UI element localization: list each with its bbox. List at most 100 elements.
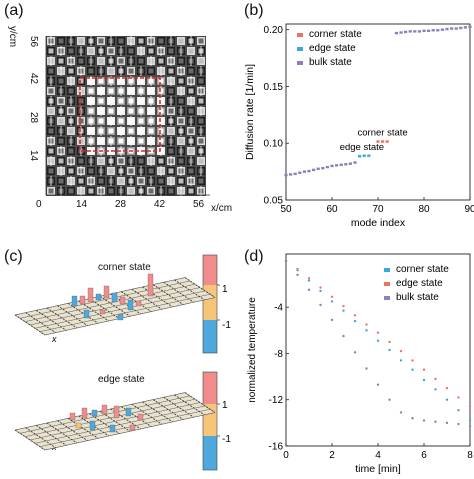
x-tick-14: 14 — [76, 199, 88, 210]
mode-bar — [147, 273, 154, 297]
mode-bar — [87, 287, 94, 303]
corner-state-plate — [14, 273, 216, 336]
legend-marker — [384, 268, 390, 272]
legend-entry: edge state — [396, 278, 443, 289]
y-tick-14: 14 — [28, 149, 40, 162]
mode-bar — [117, 313, 124, 321]
data-point-corner-state — [422, 378, 426, 382]
y-tick-label: -12 — [269, 395, 284, 406]
data-point-corner-state — [353, 319, 357, 323]
colorbar-bottom-tick-1: 1 — [222, 400, 228, 411]
x-tick-0: 0 — [36, 199, 42, 210]
mode-bar — [129, 424, 136, 431]
data-point-corner-state — [385, 140, 389, 143]
data-point-bulk-state — [399, 31, 403, 34]
mode-bar — [103, 285, 110, 299]
data-point-edge-state — [365, 323, 368, 326]
panel-label-b: (b) — [244, 2, 264, 19]
data-point-edge-state — [307, 277, 311, 280]
y-tick-label: -4 — [274, 303, 283, 314]
data-point-bulk-state — [450, 27, 454, 30]
data-point-corner-state — [399, 359, 403, 362]
data-point-edge-state — [457, 396, 460, 399]
data-point-edge-state — [319, 286, 322, 289]
corner-state-title: corner state — [98, 262, 151, 273]
x-tick-label: 60 — [326, 204, 338, 215]
mode-bar — [125, 407, 132, 417]
edge-state-plate — [14, 392, 216, 451]
data-point-corner-state — [376, 339, 380, 342]
data-point-bulk-state — [445, 27, 449, 31]
colorbar-bottom-tick-neg1: -1 — [222, 434, 231, 445]
legend-entry: bulk state — [396, 292, 439, 303]
data-point-edge-state — [422, 368, 426, 371]
data-point-bulk-state — [404, 30, 408, 34]
data-point-bulk-state — [307, 169, 311, 173]
colorbar-top — [202, 254, 220, 354]
y-tick-42: 42 — [28, 72, 40, 85]
data-point-corner-state — [411, 368, 414, 371]
x-tick-label: 2 — [329, 450, 335, 461]
data-point-bulk-state — [344, 163, 348, 166]
data-point-bulk-state — [468, 425, 472, 428]
data-point-corner-state — [365, 329, 368, 332]
colorbar-top-tick-neg1: -1 — [222, 320, 231, 331]
mode-bar — [75, 422, 82, 429]
data-point-bulk-state — [353, 161, 357, 164]
y-tick-label: -8 — [274, 349, 283, 360]
data-point-bulk-state — [436, 29, 440, 32]
data-point-bulk-state — [296, 273, 299, 277]
data-point-edge-state — [376, 331, 380, 334]
legend-marker — [297, 33, 303, 37]
data-point-corner-state — [342, 309, 345, 312]
mode-bar — [113, 405, 120, 419]
annotation-label: corner state — [358, 127, 408, 138]
data-point-bulk-state — [312, 168, 316, 172]
data-point-bulk-state — [417, 30, 421, 33]
data-point-corner-state — [468, 419, 472, 422]
legend-entry: bulk state — [309, 57, 352, 68]
data-point-corner-state — [434, 388, 437, 391]
data-point-bulk-state — [388, 398, 391, 401]
legend-marker — [384, 296, 390, 300]
data-point-bulk-state — [307, 288, 311, 292]
data-point-corner-state — [445, 398, 449, 401]
data-point-bulk-state — [302, 170, 306, 173]
panel-label-a: (a) — [4, 2, 24, 19]
data-point-bulk-state — [316, 167, 320, 170]
data-point-bulk-state — [431, 29, 435, 32]
data-point-edge-state — [367, 154, 371, 157]
diffusion-rate-chart: 50 60 70 80 90 0.05 0.10 0.15 0.20 mode index Diff… — [244, 23, 474, 229]
y-axis-label: normalized temperature — [247, 297, 258, 403]
data-point-edge-state — [362, 154, 366, 157]
data-point-bulk-state — [289, 173, 293, 176]
colorbar-top-tick-1: 1 — [222, 284, 228, 295]
data-point-edge-state — [468, 405, 472, 408]
data-point-corner-state — [330, 300, 334, 303]
x-tick-42: 42 — [154, 199, 166, 210]
mode-bar — [69, 412, 76, 421]
y-tick-56: 56 — [28, 35, 40, 48]
data-point-bulk-state — [348, 162, 352, 165]
x-axis-label: mode index — [351, 217, 406, 229]
panel-label-d: (d) — [244, 248, 264, 265]
data-point-edge-state — [434, 377, 437, 381]
data-point-bulk-state — [411, 417, 414, 420]
y-tick-label: 0.20 — [264, 25, 284, 36]
data-point-bulk-state — [293, 172, 297, 176]
x-tick-label: 70 — [372, 204, 384, 215]
data-point-edge-state — [388, 340, 391, 344]
data-point-edge-state — [445, 386, 449, 390]
x-tick-label: 50 — [280, 204, 292, 215]
mode-bar — [89, 420, 96, 431]
data-point-bulk-state — [427, 29, 431, 33]
data-point-bulk-state — [457, 422, 460, 426]
x-tick-56: 56 — [193, 199, 205, 210]
data-point-corner-state — [457, 408, 460, 412]
x-tick-label: 6 — [421, 450, 427, 461]
data-point-bulk-state — [284, 259, 288, 263]
legend-marker — [297, 47, 303, 51]
data-point-edge-state — [399, 349, 403, 353]
colorbar-bottom — [202, 371, 220, 471]
panel-a-pattern — [45, 36, 210, 196]
